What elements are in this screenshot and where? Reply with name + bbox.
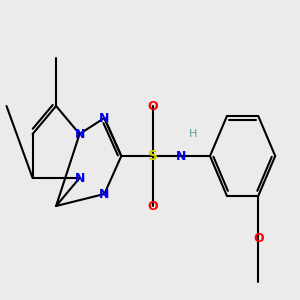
Text: N: N [99, 112, 110, 124]
Text: N: N [74, 128, 85, 140]
Text: H: H [189, 129, 197, 139]
Text: N: N [74, 172, 85, 184]
Text: S: S [148, 149, 158, 163]
Text: N: N [176, 149, 187, 163]
Text: O: O [147, 100, 158, 112]
Text: O: O [147, 200, 158, 212]
Text: O: O [253, 232, 264, 244]
Text: N: N [99, 188, 110, 200]
